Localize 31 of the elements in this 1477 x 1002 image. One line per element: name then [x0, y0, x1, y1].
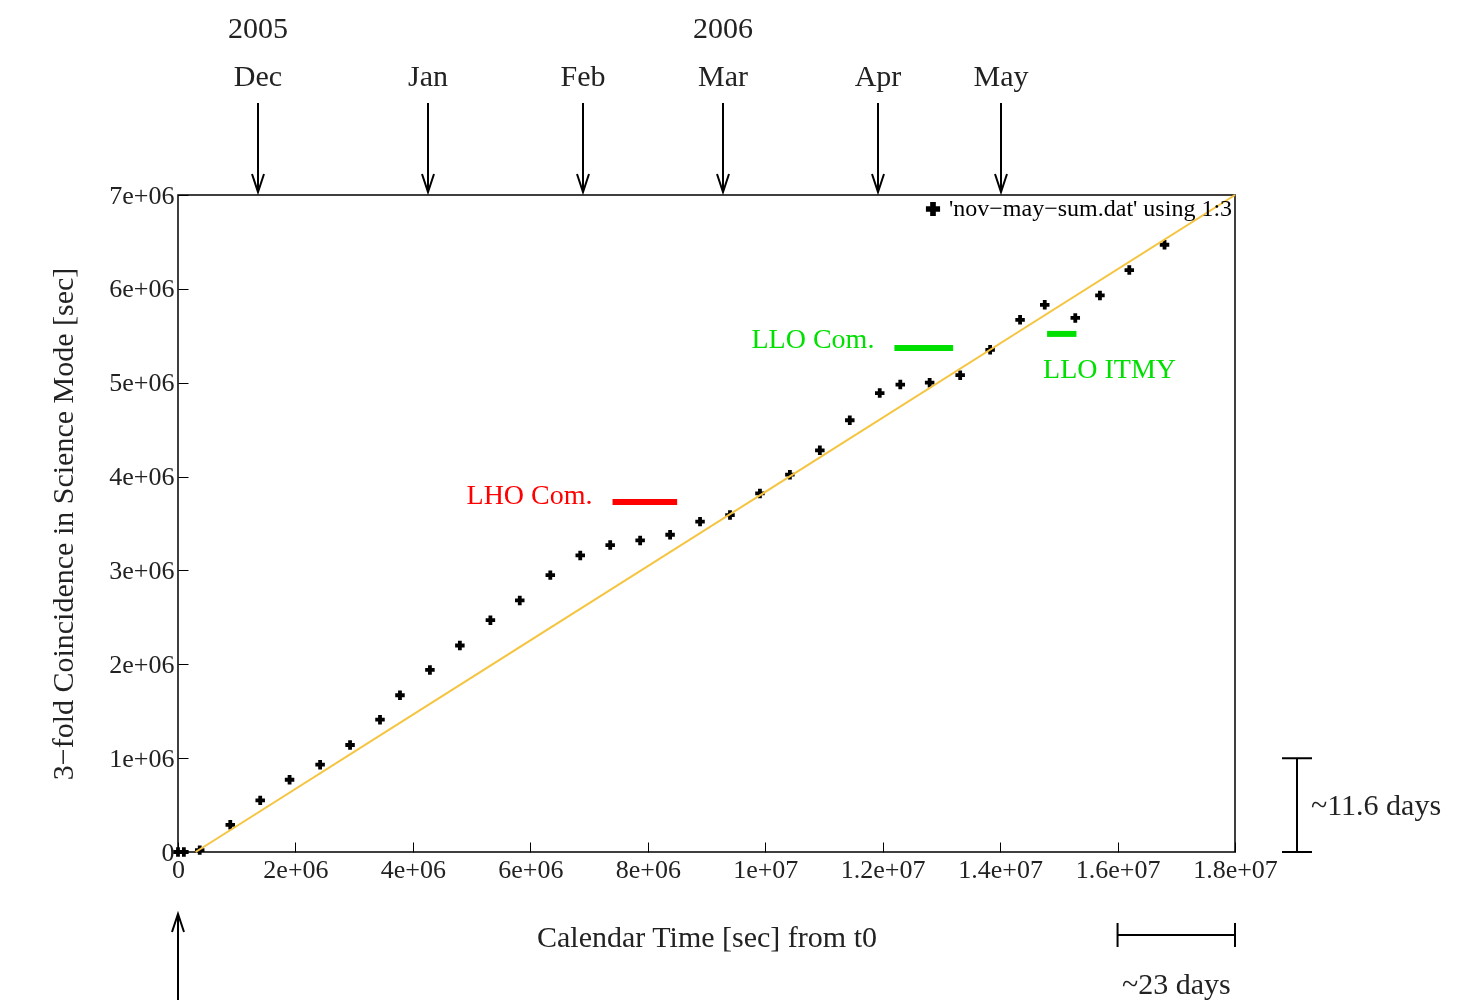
series-label: LLO ITMY: [1043, 352, 1177, 384]
x-tick-label: 1.4e+07: [958, 854, 1043, 884]
text: May: [973, 59, 1029, 92]
text: ~11.6 days: [1311, 788, 1442, 822]
y-tick-label: 5e+06: [109, 368, 175, 398]
y-tick-label: 1e+06: [109, 743, 175, 773]
y-tick-label: 4e+06: [109, 462, 175, 492]
x-tick-label: 8e+06: [615, 854, 681, 884]
text: ~23 days: [1121, 967, 1231, 1000]
text: Mar: [698, 59, 748, 92]
text: 2006: [693, 11, 753, 44]
x-tick-label: 1.6e+07: [1075, 854, 1161, 884]
x-tick-label: 1.2e+07: [840, 854, 926, 884]
y-axis-title: 3−fold Coincidence in Science Mode [sec]: [46, 267, 80, 781]
text: Dec: [233, 59, 283, 92]
y-tick-label: 3e+06: [109, 555, 175, 585]
x-axis-title: Calendar Time [sec] from t0: [537, 919, 877, 953]
text: Feb: [560, 59, 606, 92]
x-tick-label: 4e+06: [380, 854, 446, 884]
x-tick-label: 6e+06: [498, 854, 564, 884]
text: Jan: [408, 59, 448, 92]
series-label: LHO Com.: [466, 478, 593, 510]
x-tick-label: 1.8e+07: [1193, 854, 1278, 884]
y-tick-label: 7e+06: [109, 180, 175, 210]
text: Apr: [854, 59, 902, 92]
y-tick-label: 2e+06: [109, 649, 175, 679]
series-label: LLO Com.: [751, 322, 875, 354]
text: 2005: [228, 11, 288, 44]
x-tick-label: 1e+07: [733, 854, 799, 884]
y-tick-label: 6e+06: [109, 274, 175, 304]
x-tick-label: 2e+06: [263, 854, 329, 884]
